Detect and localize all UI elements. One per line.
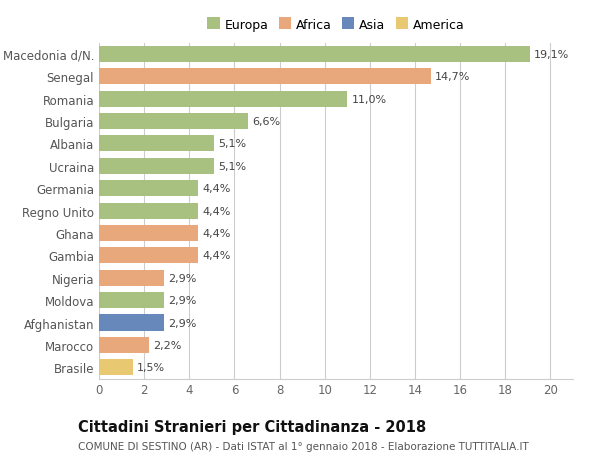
- Bar: [99, 270, 164, 286]
- Text: 2,9%: 2,9%: [169, 273, 197, 283]
- Text: Cittadini Stranieri per Cittadinanza - 2018: Cittadini Stranieri per Cittadinanza - 2…: [78, 419, 426, 434]
- Text: 2,9%: 2,9%: [169, 296, 197, 306]
- Bar: [99, 337, 149, 353]
- Bar: [99, 315, 164, 331]
- Text: 5,1%: 5,1%: [218, 139, 247, 149]
- Text: 11,0%: 11,0%: [352, 95, 386, 105]
- Text: 6,6%: 6,6%: [252, 117, 280, 127]
- Text: 2,2%: 2,2%: [153, 340, 181, 350]
- Text: 19,1%: 19,1%: [534, 50, 569, 60]
- Bar: [99, 114, 248, 130]
- Legend: Europa, Africa, Asia, America: Europa, Africa, Asia, America: [205, 17, 467, 34]
- Bar: [99, 158, 214, 174]
- Bar: [99, 225, 199, 241]
- Bar: [99, 181, 199, 197]
- Text: COMUNE DI SESTINO (AR) - Dati ISTAT al 1° gennaio 2018 - Elaborazione TUTTITALIA: COMUNE DI SESTINO (AR) - Dati ISTAT al 1…: [78, 441, 529, 451]
- Bar: [99, 203, 199, 219]
- Text: 14,7%: 14,7%: [435, 72, 470, 82]
- Bar: [99, 136, 214, 152]
- Bar: [99, 91, 347, 107]
- Bar: [99, 248, 199, 264]
- Bar: [99, 359, 133, 375]
- Text: 4,4%: 4,4%: [202, 184, 231, 194]
- Text: 2,9%: 2,9%: [169, 318, 197, 328]
- Text: 4,4%: 4,4%: [202, 251, 231, 261]
- Text: 4,4%: 4,4%: [202, 206, 231, 216]
- Text: 1,5%: 1,5%: [137, 363, 165, 373]
- Text: 5,1%: 5,1%: [218, 162, 247, 172]
- Bar: [99, 292, 164, 308]
- Text: 4,4%: 4,4%: [202, 229, 231, 239]
- Bar: [99, 69, 431, 85]
- Bar: [99, 47, 530, 63]
